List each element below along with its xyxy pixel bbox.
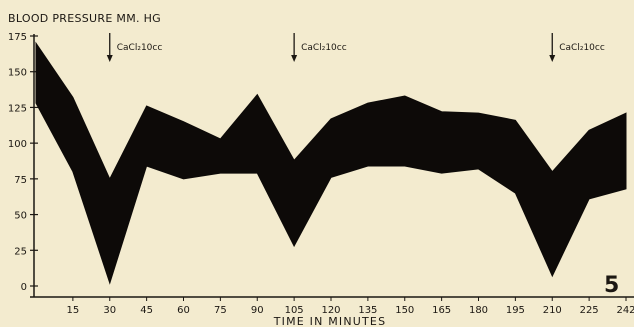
y-tick-label: 25: [14, 246, 27, 257]
x-tick-label: 15: [67, 305, 80, 316]
x-axis-label: TIME IN MINUTES: [273, 315, 387, 327]
injection-arrow-head: [291, 55, 298, 62]
x-tick-label: 135: [358, 305, 377, 316]
x-tick-label: 75: [214, 305, 227, 316]
y-tick-label: 50: [14, 211, 27, 222]
x-tick-label: 180: [469, 305, 488, 316]
chart-title: BLOOD PRESSURE MM. HG: [8, 12, 161, 25]
injection-arrow-head: [106, 55, 113, 62]
annotation-group: CaCl₂10cc CaCl₂10cc CaCl₂10cc: [106, 33, 605, 62]
x-tick-label: 242: [616, 305, 634, 316]
x-tick-label: 225: [580, 305, 599, 316]
injection-annotation: CaCl₂10cc: [559, 43, 605, 53]
x-tick-label: 165: [432, 305, 451, 316]
y-tick-label: 150: [8, 68, 27, 79]
y-tick-label: 75: [14, 175, 27, 186]
y-tick-group: 175 150 125 100 75 50 25 0: [8, 32, 38, 293]
x-tick-label: 90: [251, 305, 264, 316]
x-tick-label: 120: [321, 305, 340, 316]
y-tick-label: 100: [8, 139, 27, 150]
x-tick-label: 150: [395, 305, 414, 316]
x-tick-label: 210: [543, 305, 562, 316]
x-tick-label: 45: [140, 305, 153, 316]
x-tick-label: 60: [177, 305, 190, 316]
x-tick-label: 30: [103, 305, 116, 316]
x-tick-label: 195: [506, 305, 525, 316]
injection-annotation: CaCl₂10cc: [117, 43, 163, 53]
injection-arrow-head: [549, 55, 556, 62]
injection-annotation: CaCl₂10cc: [301, 43, 347, 53]
y-tick-label: 125: [8, 103, 27, 114]
x-tick-group: 15 30 45 60 75 90 105 120 135 150 165 180 195 210 225 2…: [67, 297, 634, 316]
y-tick-label: 0: [21, 282, 27, 293]
panel-label: 5: [604, 273, 619, 298]
pressure-range-band: [35, 41, 627, 285]
x-tick-label: 105: [285, 305, 304, 316]
y-tick-label: 175: [8, 32, 27, 43]
